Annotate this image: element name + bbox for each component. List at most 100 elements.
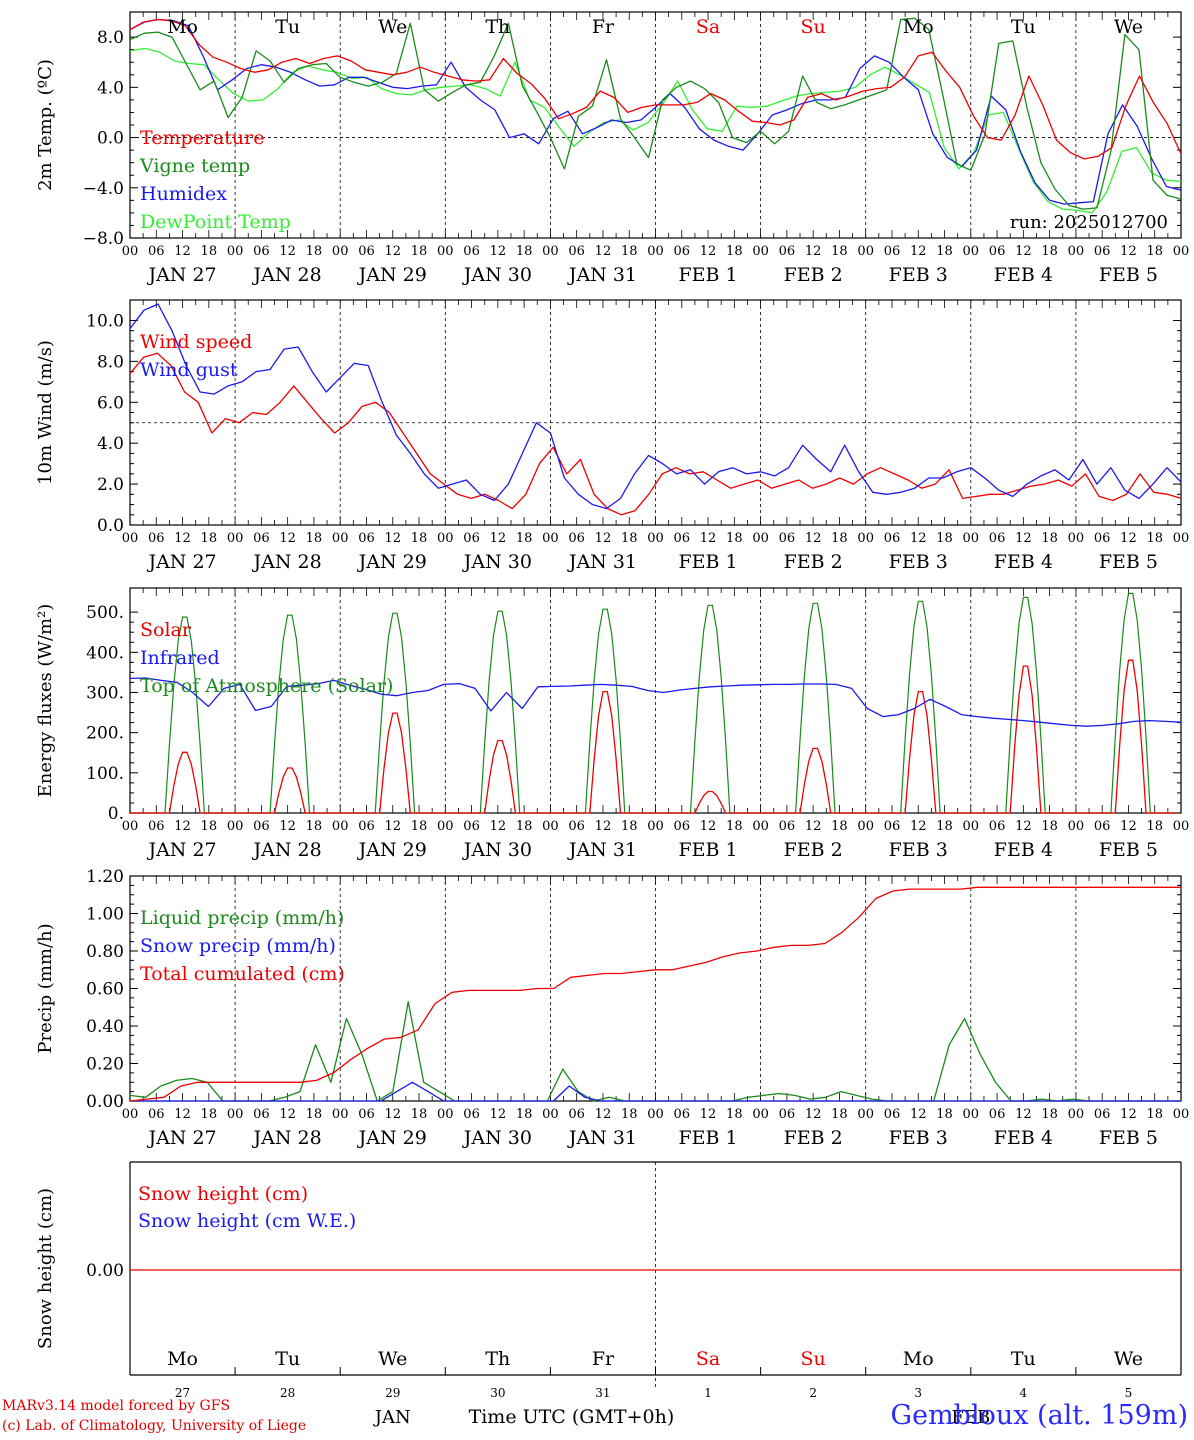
- date-label: JAN 29: [357, 839, 427, 861]
- hour-tick-label: 12: [805, 244, 822, 259]
- hour-tick-label: 12: [1015, 1107, 1032, 1122]
- hour-tick-label: 06: [358, 531, 375, 546]
- hour-tick-label: 12: [700, 531, 717, 546]
- legend-entry: Wind gust: [140, 359, 238, 381]
- hour-tick-label: 18: [621, 819, 638, 834]
- hour-tick-label: 12: [279, 819, 296, 834]
- series-line: [130, 659, 1177, 814]
- hour-tick-label: 00: [332, 1107, 349, 1122]
- weekday-label: Sa: [696, 16, 720, 38]
- legend-entry: DewPoint Temp: [140, 211, 291, 233]
- hour-tick-label: 12: [1120, 1107, 1137, 1122]
- legend-entry: Snow height (cm W.E.): [138, 1210, 356, 1232]
- y-tick-label: 10.0: [86, 311, 124, 331]
- hour-tick-label: 00: [437, 819, 454, 834]
- hour-tick-label: 06: [674, 819, 691, 834]
- hour-tick-label: 12: [910, 819, 927, 834]
- hour-tick-label: 00: [227, 819, 244, 834]
- hour-tick-label: 06: [148, 819, 165, 834]
- hour-tick-label: 00: [542, 531, 559, 546]
- hour-tick-label: 12: [1015, 819, 1032, 834]
- hour-tick-label: 18: [411, 244, 428, 259]
- hour-tick-label: 00: [122, 1107, 139, 1122]
- weekday-label: Mo: [903, 1348, 934, 1370]
- hour-tick-label: 06: [358, 244, 375, 259]
- date-label: FEB 5: [1099, 551, 1158, 573]
- hour-tick-label: 18: [1041, 244, 1058, 259]
- hour-tick-label: 12: [174, 531, 191, 546]
- legend-entry: Total cumulated (cm): [140, 963, 345, 985]
- hour-tick-label: 18: [831, 1107, 848, 1122]
- hour-tick-label: 18: [516, 531, 533, 546]
- hour-tick-label: 18: [411, 819, 428, 834]
- weekday-label: We: [378, 16, 407, 38]
- date-label: JAN 27: [146, 551, 216, 573]
- hour-tick-label: 00: [1068, 1107, 1085, 1122]
- series-line: [130, 592, 1177, 814]
- hour-tick-label: 06: [779, 1107, 796, 1122]
- hour-tick-label: 06: [148, 244, 165, 259]
- hour-tick-label: 18: [726, 531, 743, 546]
- hour-tick-label: 00: [752, 244, 769, 259]
- legend-entry: Solar: [140, 619, 192, 641]
- hour-tick-label: 06: [989, 819, 1006, 834]
- hour-tick-label: 12: [384, 1107, 401, 1122]
- hour-tick-label: 18: [411, 531, 428, 546]
- hour-tick-label: 06: [253, 819, 270, 834]
- hour-tick-label: 06: [1094, 531, 1111, 546]
- hour-tick-label: 12: [384, 244, 401, 259]
- hour-tick-label: 18: [1041, 1107, 1058, 1122]
- legend-entry: Snow precip (mm/h): [140, 935, 336, 957]
- y-tick-label: 100.: [86, 764, 124, 784]
- date-label: FEB 4: [994, 839, 1053, 861]
- hour-tick-label: 00: [542, 819, 559, 834]
- hour-tick-label: 00: [963, 819, 980, 834]
- hour-tick-label: 12: [1120, 531, 1137, 546]
- date-label: FEB 2: [784, 551, 843, 573]
- hour-tick-label: 18: [936, 1107, 953, 1122]
- hour-tick-label: 06: [1094, 244, 1111, 259]
- date-label: JAN 27: [146, 839, 216, 861]
- weekday-label: We: [1114, 1348, 1143, 1370]
- date-label: FEB 1: [678, 839, 737, 861]
- hour-tick-label: 18: [201, 819, 218, 834]
- hour-tick-label: 18: [1146, 531, 1163, 546]
- hour-tick-label: 12: [700, 244, 717, 259]
- y-tick-label: 0.: [108, 804, 124, 824]
- hour-tick-label: 18: [621, 531, 638, 546]
- hour-tick-label: 12: [490, 819, 507, 834]
- hour-tick-label: 06: [884, 244, 901, 259]
- legend-entry: Vigne temp: [139, 155, 250, 177]
- hour-tick-label: 06: [1094, 1107, 1111, 1122]
- hour-tick-label: 00: [437, 531, 454, 546]
- hour-tick-label: 00: [332, 819, 349, 834]
- hour-tick-label: 06: [568, 531, 585, 546]
- day-number: 28: [280, 1386, 295, 1400]
- weekday-label: Th: [485, 16, 510, 38]
- hour-tick-label: 12: [805, 531, 822, 546]
- hour-tick-label: 06: [568, 819, 585, 834]
- hour-tick-label: 12: [279, 1107, 296, 1122]
- hour-tick-label: 18: [621, 1107, 638, 1122]
- date-label: FEB 3: [889, 839, 948, 861]
- y-tick-label: 1.00: [86, 905, 124, 925]
- y-axis-label: Snow height (cm): [35, 1188, 56, 1349]
- hour-tick-label: 00: [1173, 1107, 1190, 1122]
- date-label: FEB 2: [784, 264, 843, 286]
- date-label: JAN 31: [567, 551, 637, 573]
- date-label: FEB 4: [994, 1127, 1053, 1149]
- hour-tick-label: 18: [1041, 531, 1058, 546]
- hour-tick-label: 12: [805, 1107, 822, 1122]
- date-label: FEB 2: [784, 1127, 843, 1149]
- hour-tick-label: 18: [726, 1107, 743, 1122]
- hour-tick-label: 00: [752, 531, 769, 546]
- hour-tick-label: 12: [595, 1107, 612, 1122]
- y-tick-label: 8.0: [97, 352, 124, 372]
- hour-tick-label: 00: [647, 1107, 664, 1122]
- hour-tick-label: 12: [174, 1107, 191, 1122]
- hour-tick-label: 00: [963, 531, 980, 546]
- y-axis-label: 10m Wind (m/s): [35, 340, 56, 485]
- weekday-label: We: [1114, 16, 1143, 38]
- day-number: 4: [1020, 1386, 1028, 1400]
